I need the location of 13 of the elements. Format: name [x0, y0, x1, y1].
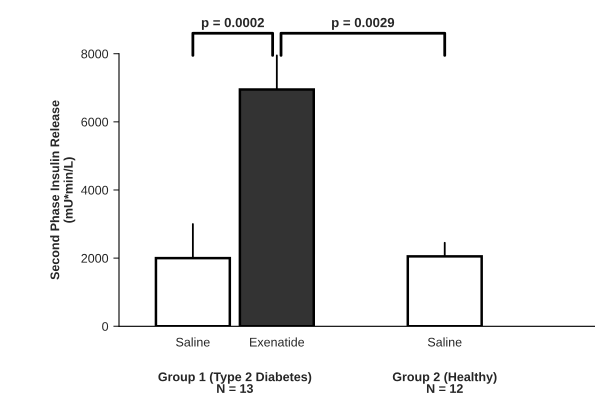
y-tick-label: 0 — [102, 322, 108, 331]
y-tick-label: 8000 — [81, 49, 108, 58]
x-tick-label: Exenatide — [250, 337, 304, 347]
y-tick-label: 6000 — [81, 118, 108, 126]
x-tick-label: Saline — [428, 337, 462, 347]
x-tick-label: Saline — [176, 337, 210, 347]
text: p = 0.0029 — [332, 18, 394, 30]
y-tick-label: 4000 — [81, 186, 108, 195]
text: p = 0.0002 — [202, 18, 264, 30]
text: Group 1 (Type 2 Diabetes) N = 13 — [158, 372, 312, 393]
text: Group 2 (Healthy) N = 12 — [392, 372, 497, 393]
y-axis-title: Second Phase Insulin Release (mU*min/L) — [50, 100, 76, 280]
y-tick-label: 2000 — [81, 254, 108, 263]
